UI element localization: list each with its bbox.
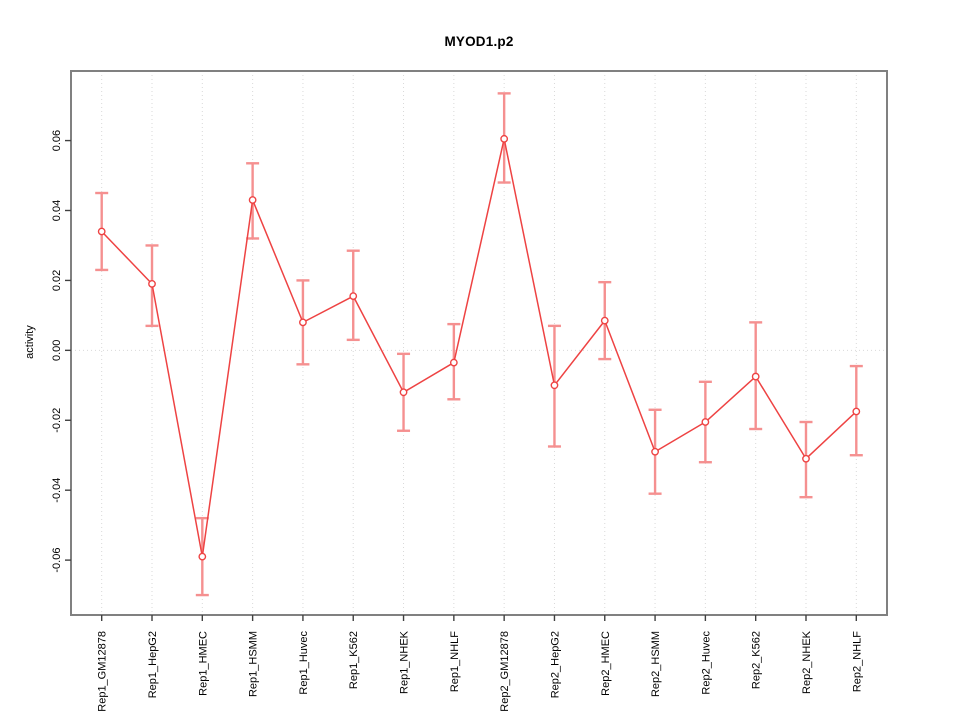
x-tick-label: Rep2_HepG2 <box>549 631 561 698</box>
data-point <box>751 372 760 381</box>
series-line <box>100 138 858 558</box>
chart-title: MYOD1.p2 <box>444 34 514 49</box>
data-point <box>399 388 408 397</box>
x-tick-label: Rep2_NHEK <box>801 630 813 694</box>
x-tick-label: Rep1_HSMM <box>248 631 260 697</box>
x-tick-label: Rep2_Huvec <box>700 631 712 695</box>
y-tick-label: 0.06 <box>51 130 63 151</box>
x-tick-label: Rep2_K562 <box>751 631 763 689</box>
x-tick-label: Rep1_Huvec <box>298 631 310 695</box>
data-point <box>600 316 609 325</box>
data-point <box>198 552 207 561</box>
data-point <box>500 134 509 143</box>
plot-border <box>70 70 888 616</box>
data-point <box>651 447 659 456</box>
x-tick-label: Rep1_NHLF <box>449 631 461 692</box>
data-point <box>148 280 156 288</box>
y-tick-label: -0.02 <box>51 408 63 433</box>
data-point <box>299 318 307 327</box>
data-point <box>349 292 358 301</box>
y-tick-label: 0.02 <box>51 270 63 291</box>
x-tick-label: Rep1_GM12878 <box>97 631 109 712</box>
x-tick-label: Rep2_GM12878 <box>499 631 511 712</box>
x-tick-label: Rep2_NHLF <box>851 631 863 692</box>
x-tick-label: Rep1_HepG2 <box>147 631 159 698</box>
y-tick-label: 0.04 <box>51 200 63 221</box>
x-tick-label: Rep1_NHEK <box>399 630 411 694</box>
y-tick-label: -0.06 <box>51 548 63 573</box>
y-tick-label: -0.04 <box>51 478 63 503</box>
data-point <box>248 196 257 204</box>
x-tick-label: Rep2_HSMM <box>650 631 662 697</box>
data-point <box>802 454 810 463</box>
y-tick-label: 0.00 <box>51 340 63 361</box>
x-tick-label: Rep1_HMEC <box>197 631 209 696</box>
data-point <box>97 227 106 236</box>
data-point <box>550 381 559 390</box>
data-point <box>449 358 458 367</box>
x-tick-label: Rep2_HMEC <box>600 631 612 696</box>
x-tick-label: Rep1_K562 <box>348 631 360 689</box>
data-point <box>852 407 861 416</box>
data-point <box>701 418 710 426</box>
